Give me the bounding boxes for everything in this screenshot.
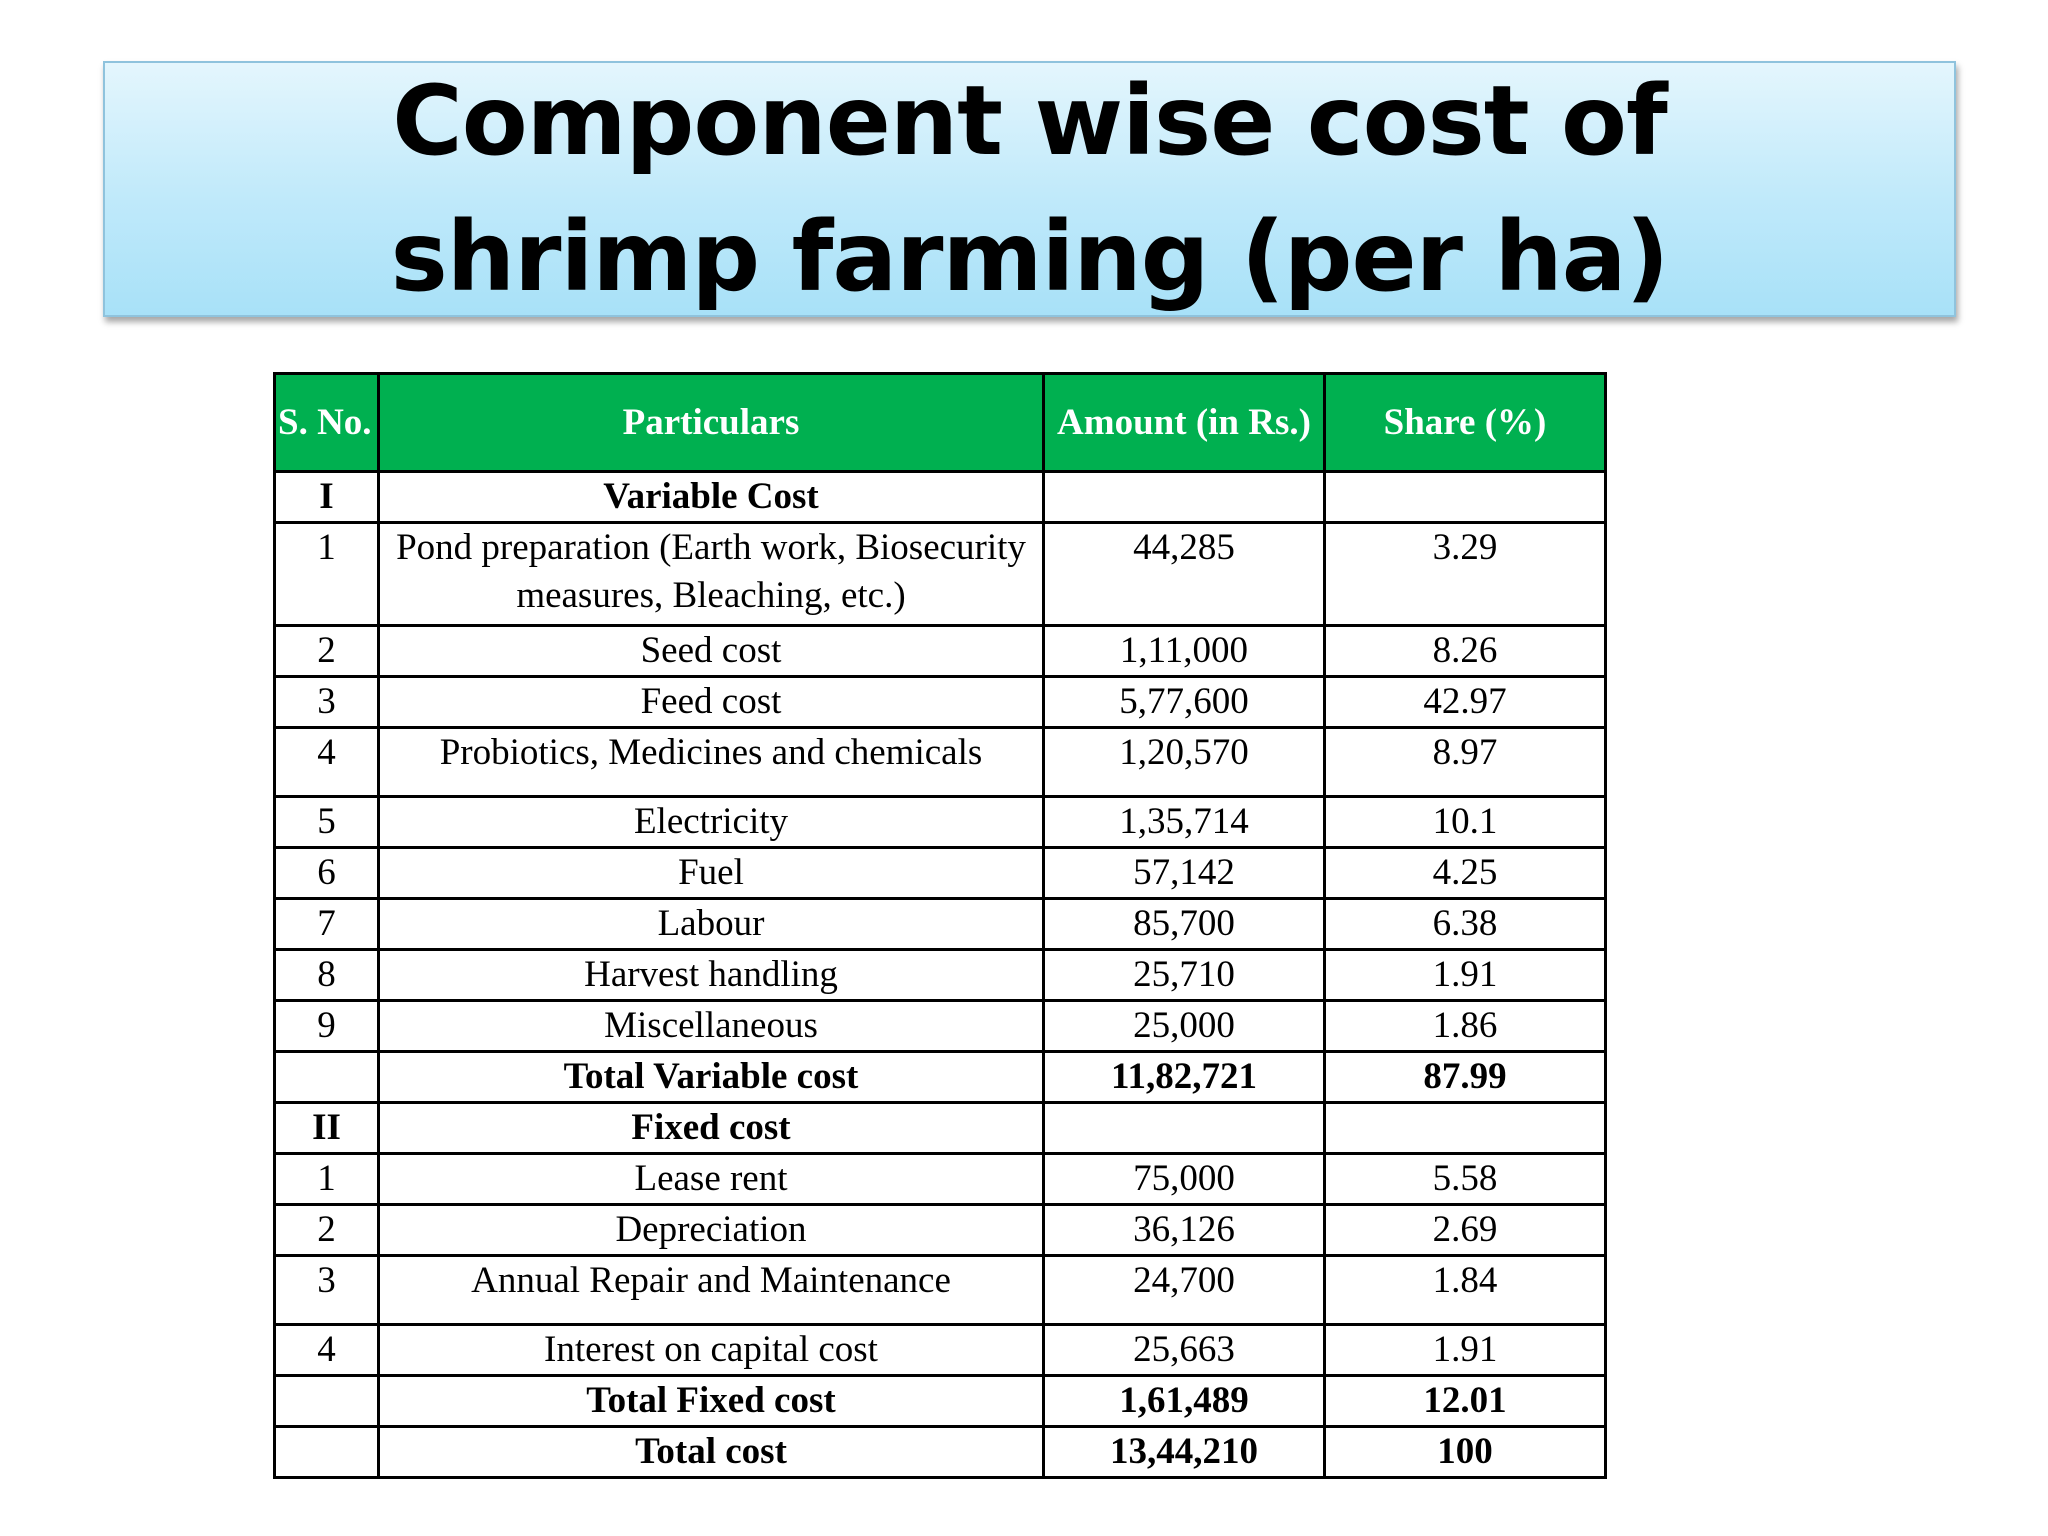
cell-share: 2.69	[1323, 1203, 1607, 1257]
cell-particulars: Labour	[377, 897, 1045, 951]
cell-sno: II	[273, 1101, 380, 1155]
cell-share: 12.01	[1323, 1374, 1607, 1428]
cell-amount: 1,20,570	[1042, 726, 1326, 798]
cell-share: 1.84	[1323, 1254, 1607, 1326]
cell-particulars: Seed cost	[377, 624, 1045, 678]
cell-share: 4.25	[1323, 846, 1607, 900]
cell-share: 5.58	[1323, 1152, 1607, 1206]
cell-particulars: Lease rent	[377, 1152, 1045, 1206]
cell-share: 6.38	[1323, 897, 1607, 951]
table-row: 2 Depreciation 36,126 2.69	[273, 1203, 1607, 1257]
cell-particulars: Annual Repair and Maintenance	[377, 1254, 1045, 1326]
cell-sno: 7	[273, 897, 380, 951]
cell-sno: 4	[273, 1323, 380, 1377]
cell-amount: 25,663	[1042, 1323, 1326, 1377]
title-banner: Component wise cost of shrimp farming (p…	[103, 61, 1956, 317]
cell-amount: 1,61,489	[1042, 1374, 1326, 1428]
table-row: 6 Fuel 57,142 4.25	[273, 846, 1607, 900]
cell-amount: 44,285	[1042, 521, 1326, 627]
slide-title: Component wise cost of shrimp farming (p…	[390, 65, 1670, 313]
cell-sno: 1	[273, 521, 380, 627]
cell-share: 8.97	[1323, 726, 1607, 798]
cell-particulars: Fixed cost	[377, 1101, 1045, 1155]
cell-particulars: Depreciation	[377, 1203, 1045, 1257]
cell-sno: 8	[273, 948, 380, 1002]
cell-amount	[1042, 470, 1326, 524]
header-share: Share (%)	[1323, 372, 1607, 473]
table-row: 3 Feed cost 5,77,600 42.97	[273, 675, 1607, 729]
table-header-row: S. No. Particulars Amount (in Rs.) Share…	[273, 372, 1607, 473]
cell-sno	[273, 1374, 380, 1428]
table-row: Total Fixed cost 1,61,489 12.01	[273, 1374, 1607, 1428]
cell-sno: 2	[273, 1203, 380, 1257]
cell-particulars: Miscellaneous	[377, 999, 1045, 1053]
cell-amount: 57,142	[1042, 846, 1326, 900]
table-body: I Variable Cost 1 Pond preparation (Earth w…	[273, 470, 1607, 1479]
cell-share: 3.29	[1323, 521, 1607, 627]
cell-share	[1323, 1101, 1607, 1155]
cell-share: 8.26	[1323, 624, 1607, 678]
cell-amount: 13,44,210	[1042, 1425, 1326, 1479]
table-row: 1 Lease rent 75,000 5.58	[273, 1152, 1607, 1206]
table-row: 1 Pond preparation (Earth work, Biosecuri…	[273, 521, 1607, 627]
table-row: 8 Harvest handling 25,710 1.91	[273, 948, 1607, 1002]
header-particulars: Particulars	[377, 372, 1045, 473]
cell-particulars: Pond preparation (Earth work, Biosecurit…	[377, 521, 1045, 627]
cell-amount: 1,11,000	[1042, 624, 1326, 678]
table-row: 2 Seed cost 1,11,000 8.26	[273, 624, 1607, 678]
cost-table: S. No. Particulars Amount (in Rs.) Share…	[273, 372, 1607, 1479]
cell-particulars: Fuel	[377, 846, 1045, 900]
cell-amount: 1,35,714	[1042, 795, 1326, 849]
cell-amount: 25,000	[1042, 999, 1326, 1053]
cell-amount: 75,000	[1042, 1152, 1326, 1206]
cell-amount: 24,700	[1042, 1254, 1326, 1326]
cell-particulars: Total cost	[377, 1425, 1045, 1479]
cell-share: 1.91	[1323, 1323, 1607, 1377]
cell-particulars: Feed cost	[377, 675, 1045, 729]
cell-share: 10.1	[1323, 795, 1607, 849]
table-row: 4 Interest on capital cost 25,663 1.91	[273, 1323, 1607, 1377]
cell-share: 1.91	[1323, 948, 1607, 1002]
cell-sno: I	[273, 470, 380, 524]
cell-particulars: Interest on capital cost	[377, 1323, 1045, 1377]
table-row: II Fixed cost	[273, 1101, 1607, 1155]
header-amount: Amount (in Rs.)	[1042, 372, 1326, 473]
cell-share: 100	[1323, 1425, 1607, 1479]
cell-amount	[1042, 1101, 1326, 1155]
cell-sno: 1	[273, 1152, 380, 1206]
cell-sno: 4	[273, 726, 380, 798]
cell-amount: 25,710	[1042, 948, 1326, 1002]
header-sno: S. No.	[273, 372, 380, 473]
cell-particulars: Probiotics, Medicines and chemicals	[377, 726, 1045, 798]
table-row: 4 Probiotics, Medicines and chemicals 1,20…	[273, 726, 1607, 798]
table-row: Total cost 13,44,210 100	[273, 1425, 1607, 1479]
cell-share: 87.99	[1323, 1050, 1607, 1104]
table-row: 3 Annual Repair and Maintenance 24,700 1.84	[273, 1254, 1607, 1326]
cell-amount: 85,700	[1042, 897, 1326, 951]
cell-sno: 9	[273, 999, 380, 1053]
cell-sno: 3	[273, 1254, 380, 1326]
cell-share: 1.86	[1323, 999, 1607, 1053]
cell-amount: 5,77,600	[1042, 675, 1326, 729]
cell-share: 42.97	[1323, 675, 1607, 729]
cell-particulars: Electricity	[377, 795, 1045, 849]
table-row: 5 Electricity 1,35,714 10.1	[273, 795, 1607, 849]
cell-particulars: Total Fixed cost	[377, 1374, 1045, 1428]
cell-sno: 2	[273, 624, 380, 678]
table-row: 7 Labour 85,700 6.38	[273, 897, 1607, 951]
cell-amount: 36,126	[1042, 1203, 1326, 1257]
cell-sno: 6	[273, 846, 380, 900]
cell-sno: 3	[273, 675, 380, 729]
cell-particulars: Total Variable cost	[377, 1050, 1045, 1104]
table-row: 9 Miscellaneous 25,000 1.86	[273, 999, 1607, 1053]
table-row: I Variable Cost	[273, 470, 1607, 524]
cell-sno	[273, 1050, 380, 1104]
cell-particulars: Variable Cost	[377, 470, 1045, 524]
cell-particulars: Harvest handling	[377, 948, 1045, 1002]
table-row: Total Variable cost 11,82,721 87.99	[273, 1050, 1607, 1104]
cell-sno: 5	[273, 795, 380, 849]
cell-amount: 11,82,721	[1042, 1050, 1326, 1104]
cell-share	[1323, 470, 1607, 524]
cell-sno	[273, 1425, 380, 1479]
